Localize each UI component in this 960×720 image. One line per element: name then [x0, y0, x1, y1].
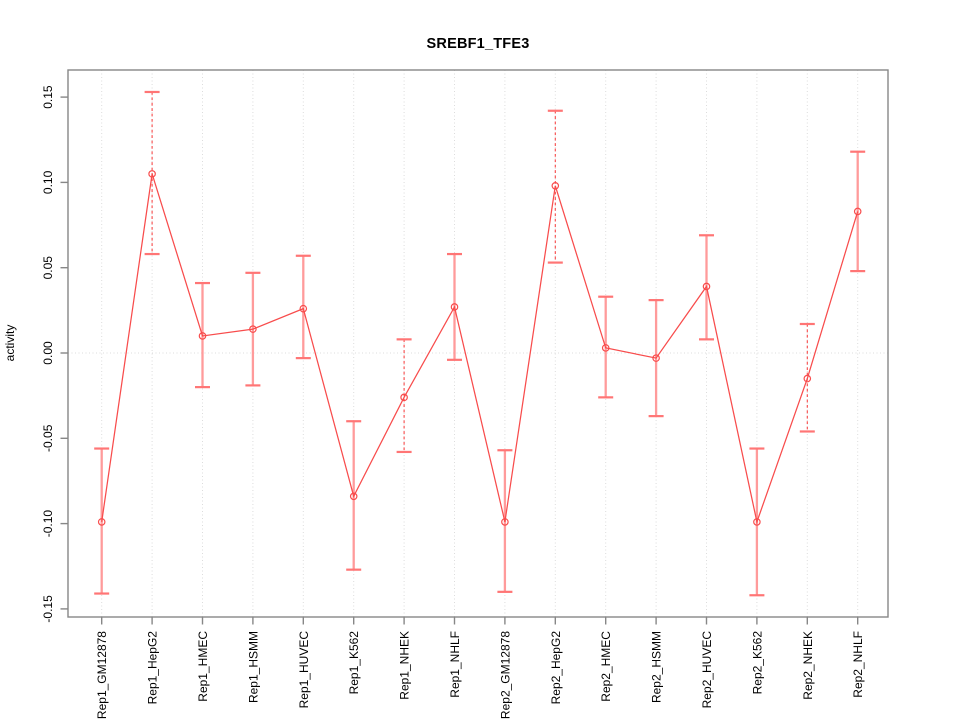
data-point — [299, 304, 308, 313]
x-tick-label: Rep2_HUVEC — [700, 631, 714, 709]
x-tick-label: Rep1_HSMM — [246, 631, 260, 703]
y-tick-label: 0.15 — [41, 85, 55, 109]
x-tick-label: Rep1_NHEK — [398, 631, 412, 700]
x-tick-label: Rep1_GM12878 — [95, 631, 109, 719]
data-point — [702, 282, 711, 291]
x-tick-label: Rep2_NHEK — [801, 631, 815, 700]
x-tick-label: Rep2_HepG2 — [549, 631, 563, 705]
data-point — [652, 354, 660, 362]
data-point — [148, 170, 156, 178]
y-tick-label: -0.15 — [41, 595, 55, 623]
data-point — [97, 518, 106, 526]
data-point — [450, 303, 459, 311]
x-tick-label: Rep1_K562 — [347, 631, 361, 695]
x-tick-label: Rep2_HSMM — [650, 631, 664, 703]
x-tick-label: Rep2_HMEC — [599, 631, 613, 702]
x-tick-label: Rep2_NHLF — [851, 631, 865, 698]
data-point — [501, 518, 509, 526]
x-tick-label: Rep1_NHLF — [448, 631, 462, 698]
data-point — [601, 344, 610, 352]
data-point — [803, 374, 812, 383]
y-tick-label: 0.05 — [41, 256, 55, 280]
chart-title: SREBF1_TFE3 — [426, 36, 530, 52]
data-point — [551, 182, 560, 190]
data-point — [853, 207, 862, 216]
data-point — [249, 325, 257, 333]
data-point — [753, 518, 761, 526]
y-tick-label: 0.00 — [41, 341, 55, 365]
data-point — [400, 393, 408, 402]
y-tick-label: 0.10 — [41, 170, 55, 194]
x-tick-label: Rep1_HUVEC — [297, 631, 311, 709]
x-tick-label: Rep1_HepG2 — [146, 631, 160, 705]
data-point — [198, 332, 207, 340]
y-tick-label: -0.10 — [41, 510, 55, 538]
x-tick-label: Rep2_K562 — [750, 631, 764, 695]
plot-box — [67, 69, 889, 618]
y-tick-label: -0.05 — [41, 424, 55, 452]
data-point — [349, 492, 358, 501]
x-tick-label: Rep2_GM12878 — [498, 631, 512, 719]
series-line — [101, 173, 859, 525]
x-tick-label: Rep1_HMEC — [196, 631, 210, 702]
